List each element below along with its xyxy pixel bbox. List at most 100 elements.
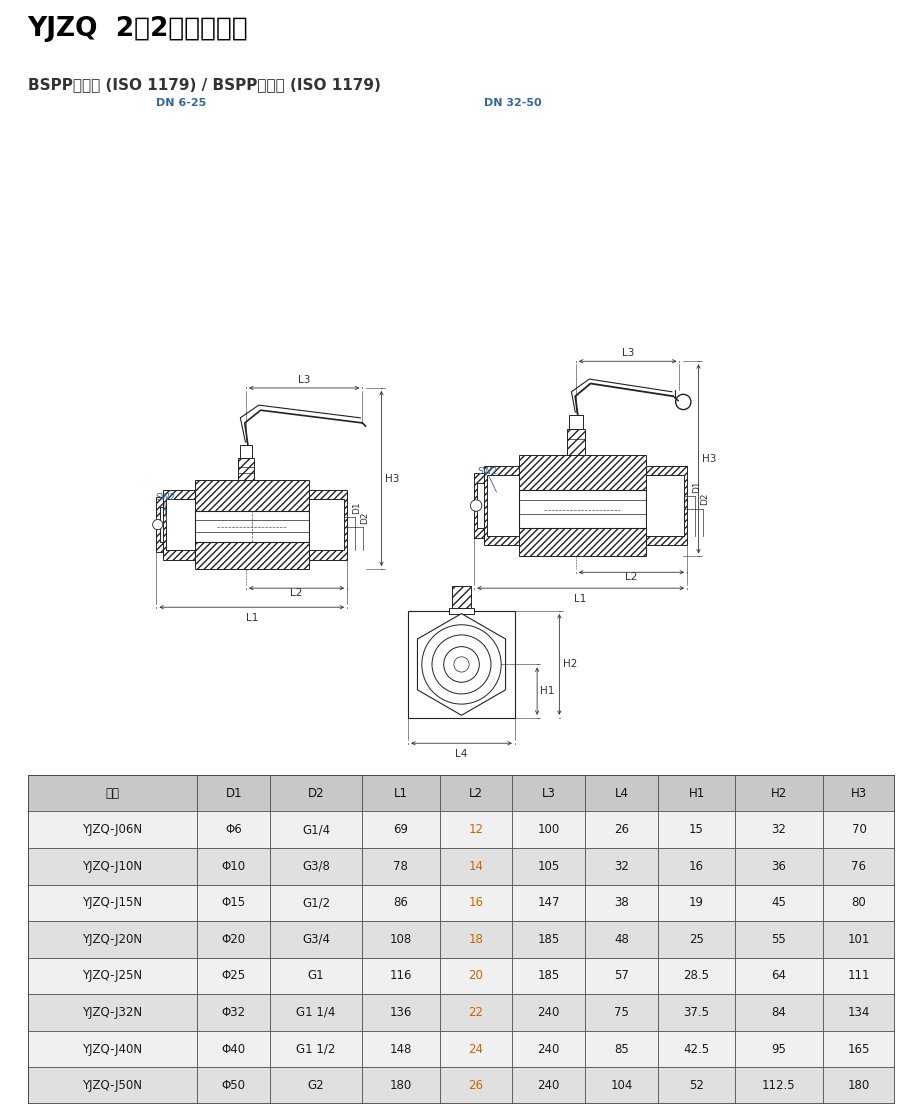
Text: YJZQ-J32N: YJZQ-J32N: [82, 1006, 142, 1019]
Bar: [198, 1030, 270, 1067]
Bar: [439, 849, 512, 884]
Bar: [736, 995, 822, 1030]
Text: L4: L4: [455, 749, 468, 759]
Text: 105: 105: [537, 860, 560, 873]
Text: 18: 18: [469, 933, 484, 946]
Bar: [585, 958, 658, 995]
Bar: [28, 775, 198, 812]
Bar: [162, 489, 195, 560]
Text: Φ20: Φ20: [222, 933, 246, 946]
Text: 69: 69: [393, 823, 408, 836]
Bar: [270, 958, 362, 995]
Text: 48: 48: [614, 933, 629, 946]
Text: 24: 24: [469, 1043, 484, 1056]
Text: 型号: 型号: [105, 787, 119, 799]
Text: 22: 22: [469, 1006, 484, 1019]
Text: G1/2: G1/2: [302, 896, 330, 910]
Bar: [362, 1030, 439, 1067]
Text: 55: 55: [772, 933, 786, 946]
Bar: [28, 958, 198, 995]
Bar: [309, 500, 344, 550]
Text: H2: H2: [562, 659, 577, 669]
Text: YJZQ-J15N: YJZQ-J15N: [82, 896, 142, 910]
Bar: [198, 812, 270, 849]
Bar: [452, 585, 471, 611]
Text: G1: G1: [307, 969, 324, 982]
Bar: [166, 500, 195, 550]
Text: 64: 64: [772, 969, 786, 982]
Bar: [439, 775, 512, 812]
Text: 108: 108: [390, 933, 412, 946]
Bar: [270, 995, 362, 1030]
Text: 112.5: 112.5: [762, 1079, 796, 1092]
Text: D2: D2: [307, 787, 324, 799]
Text: H3: H3: [385, 474, 399, 484]
Text: H3: H3: [851, 787, 867, 799]
Bar: [658, 849, 736, 884]
Bar: [198, 1067, 270, 1104]
Bar: [822, 884, 895, 921]
Bar: [567, 429, 585, 455]
Bar: [658, 995, 736, 1030]
Circle shape: [444, 647, 479, 682]
Bar: [736, 1030, 822, 1067]
Text: 85: 85: [614, 1043, 629, 1056]
Bar: [822, 849, 895, 884]
Text: G3/8: G3/8: [302, 860, 330, 873]
Bar: [439, 921, 512, 958]
Text: 14: 14: [469, 860, 484, 873]
Bar: [198, 884, 270, 921]
Bar: [512, 1030, 585, 1067]
Text: Φ6: Φ6: [225, 823, 242, 836]
Bar: [439, 1030, 512, 1067]
Bar: [198, 921, 270, 958]
Text: 185: 185: [537, 933, 560, 946]
Bar: [439, 812, 512, 849]
Bar: [512, 995, 585, 1030]
Text: L2: L2: [291, 588, 303, 598]
Text: 147: 147: [537, 896, 560, 910]
Bar: [198, 958, 270, 995]
Bar: [658, 921, 736, 958]
Text: 148: 148: [390, 1043, 412, 1056]
Bar: [822, 921, 895, 958]
Text: DN 32-50: DN 32-50: [484, 98, 542, 108]
Text: D2: D2: [700, 493, 709, 505]
Circle shape: [432, 634, 491, 694]
Text: D1: D1: [353, 501, 361, 514]
Text: G2: G2: [307, 1079, 324, 1092]
Bar: [28, 1067, 198, 1104]
Text: YJZQ-J40N: YJZQ-J40N: [82, 1043, 142, 1056]
Bar: [658, 1030, 736, 1067]
Text: L3: L3: [621, 348, 634, 358]
Bar: [362, 812, 439, 849]
Text: L3: L3: [298, 375, 310, 385]
Text: 12: 12: [469, 823, 484, 836]
Bar: [512, 884, 585, 921]
Bar: [270, 921, 362, 958]
Bar: [585, 921, 658, 958]
Circle shape: [454, 657, 469, 672]
Text: L3: L3: [542, 787, 556, 799]
Bar: [28, 921, 198, 958]
Bar: [822, 1030, 895, 1067]
Bar: [477, 483, 519, 529]
Bar: [519, 527, 646, 556]
Bar: [484, 466, 519, 545]
Text: 19: 19: [689, 896, 704, 910]
Text: G1 1/4: G1 1/4: [296, 1006, 336, 1019]
Text: H1: H1: [540, 686, 555, 696]
Text: YJZQ-J25N: YJZQ-J25N: [82, 969, 142, 982]
Text: 76: 76: [851, 860, 867, 873]
Bar: [240, 445, 252, 458]
Bar: [309, 489, 347, 560]
Text: 84: 84: [772, 1006, 786, 1019]
Text: 42.5: 42.5: [684, 1043, 710, 1056]
Text: 45: 45: [772, 896, 786, 910]
Text: 240: 240: [537, 1079, 560, 1092]
Text: YJZQ-J10N: YJZQ-J10N: [82, 860, 142, 873]
Text: L1: L1: [574, 594, 587, 604]
Text: 37.5: 37.5: [684, 1006, 710, 1019]
Bar: [822, 775, 895, 812]
Text: DN 6-25: DN 6-25: [156, 98, 207, 108]
